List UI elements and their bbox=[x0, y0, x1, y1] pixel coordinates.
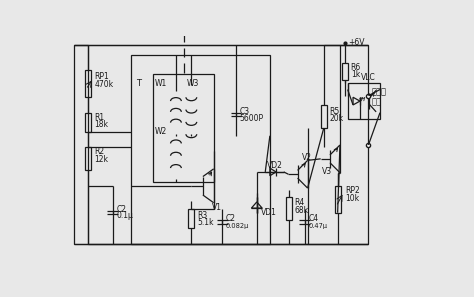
Text: V3: V3 bbox=[322, 167, 332, 176]
Text: 0.082μ: 0.082μ bbox=[226, 223, 249, 229]
Bar bbox=[131, 55, 270, 244]
Text: R2: R2 bbox=[94, 147, 104, 157]
Text: R4: R4 bbox=[294, 198, 305, 207]
Bar bbox=[85, 147, 91, 170]
Bar bbox=[188, 209, 194, 228]
Bar bbox=[342, 63, 348, 80]
Bar bbox=[286, 197, 292, 220]
Bar bbox=[153, 74, 214, 182]
Text: 18k: 18k bbox=[94, 121, 109, 129]
Text: VD1: VD1 bbox=[261, 208, 276, 217]
Text: 5600P: 5600P bbox=[240, 114, 264, 123]
Bar bbox=[335, 186, 341, 213]
Text: 接受控: 接受控 bbox=[372, 87, 386, 96]
Text: RP2: RP2 bbox=[346, 186, 360, 195]
Text: V1: V1 bbox=[212, 203, 222, 212]
Text: 10k: 10k bbox=[346, 194, 359, 203]
Text: W2: W2 bbox=[155, 127, 167, 136]
Bar bbox=[85, 113, 91, 132]
Text: 5.1k: 5.1k bbox=[198, 218, 214, 227]
Text: W1: W1 bbox=[155, 79, 167, 88]
Text: W3: W3 bbox=[187, 79, 199, 88]
Text: C2: C2 bbox=[117, 205, 127, 214]
Text: T: T bbox=[136, 79, 141, 88]
Text: V2: V2 bbox=[301, 153, 311, 162]
Text: R5: R5 bbox=[329, 107, 339, 116]
Text: +6V: +6V bbox=[348, 38, 365, 47]
Bar bbox=[74, 45, 368, 244]
Text: 20k: 20k bbox=[329, 114, 343, 123]
Text: R1: R1 bbox=[94, 113, 104, 122]
Text: 12k: 12k bbox=[94, 155, 109, 164]
Text: 470k: 470k bbox=[94, 80, 113, 89]
Text: 0.47μ: 0.47μ bbox=[309, 223, 328, 229]
Text: VLC: VLC bbox=[361, 73, 375, 82]
Text: C4: C4 bbox=[309, 214, 319, 223]
Text: 1k: 1k bbox=[351, 69, 360, 79]
Bar bbox=[321, 105, 327, 128]
Text: 电路: 电路 bbox=[372, 97, 382, 106]
Text: RP1: RP1 bbox=[94, 72, 109, 81]
Text: VD2: VD2 bbox=[267, 160, 283, 170]
Bar bbox=[85, 70, 91, 97]
Text: R6: R6 bbox=[351, 63, 361, 72]
Text: 0.1μ: 0.1μ bbox=[117, 211, 134, 220]
Bar bbox=[347, 83, 380, 119]
Text: 68k: 68k bbox=[294, 206, 309, 215]
Text: R3: R3 bbox=[198, 211, 208, 219]
Text: C2: C2 bbox=[226, 214, 236, 223]
Text: C3: C3 bbox=[240, 107, 250, 116]
